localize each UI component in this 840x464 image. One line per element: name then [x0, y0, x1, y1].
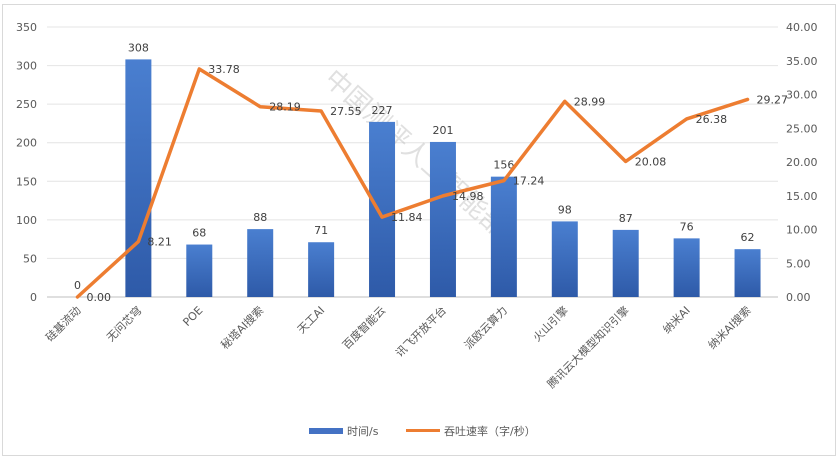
bar-data-label: 98 — [558, 203, 572, 216]
legend-bar-label: 时间/s — [347, 425, 379, 438]
legend-bar-swatch — [309, 428, 343, 434]
y-left-tick-label: 0 — [30, 291, 37, 304]
bar — [490, 176, 517, 297]
bar — [247, 229, 274, 297]
y-left-tick-label: 250 — [16, 98, 37, 111]
y-left-tick-label: 300 — [16, 60, 37, 73]
y-right-tick-label: 5.00 — [786, 257, 811, 270]
y-right-tick-label: 25.00 — [786, 122, 818, 135]
y-right-tick-label: 0.00 — [786, 291, 811, 304]
chart-frame: 中国测评人工智能部 0 308 68 88 71 227 201 156 98 87 76 62 0.… — [2, 4, 836, 456]
x-category-label: 讯飞开放平台 — [393, 303, 450, 360]
line-data-label: 0.00 — [86, 291, 111, 304]
line-series: 0.00 8.21 33.78 28.19 27.55 11.84 14.98 17.24 28… — [75, 63, 789, 304]
bar — [308, 242, 335, 297]
x-category-label: 火山引擎 — [530, 303, 571, 344]
x-category-label: 无问芯穹 — [103, 303, 144, 344]
line-data-label: 33.78 — [208, 63, 240, 76]
bar — [551, 221, 578, 297]
bar — [673, 238, 700, 297]
y-right-tick-label: 20.00 — [786, 156, 818, 169]
y-right-tick-label: 40.00 — [786, 21, 818, 34]
bar — [125, 59, 152, 298]
bar-data-label: 201 — [432, 124, 453, 137]
x-category-label: 百度智能云 — [339, 303, 388, 352]
bar — [369, 121, 396, 297]
y-axis-left: 0 50 100 150 200 250 300 350 — [16, 21, 37, 304]
bar — [612, 229, 639, 297]
x-category-label: POE — [180, 304, 205, 329]
y-left-tick-label: 350 — [16, 21, 37, 34]
bar-data-label: 62 — [741, 231, 755, 244]
bar — [734, 249, 761, 297]
line-data-label: 29.27 — [757, 93, 789, 106]
y-left-tick-label: 50 — [23, 252, 37, 265]
bar-data-label: 71 — [314, 224, 328, 237]
bar-series: 0 308 68 88 71 227 201 156 98 87 76 62 — [74, 41, 761, 298]
x-category-label: 天工AI — [295, 304, 327, 336]
line-path — [75, 67, 750, 299]
bar-data-label: 227 — [372, 104, 393, 117]
line-data-label: 26.38 — [696, 113, 728, 126]
bar-data-label: 68 — [192, 227, 206, 240]
line-data-label: 28.99 — [574, 95, 606, 108]
y-axis-right: 0.00 5.00 10.00 15.00 20.00 25.00 30.00 35.00 40… — [786, 21, 818, 304]
bar-data-label: 156 — [493, 159, 514, 172]
x-category-label: 硅基流动 — [43, 303, 84, 344]
bar — [186, 244, 213, 297]
line-data-label: 14.98 — [452, 190, 484, 203]
y-left-tick-label: 150 — [16, 175, 37, 188]
bar-data-label: 88 — [253, 211, 267, 224]
y-right-tick-label: 10.00 — [786, 224, 818, 237]
x-category-label: 纳米AI搜索 — [705, 303, 754, 352]
bar-data-label: 76 — [680, 220, 694, 233]
y-right-tick-label: 35.00 — [786, 55, 818, 68]
y-left-tick-label: 100 — [16, 214, 37, 227]
x-category-label: 派欧云算力 — [461, 303, 510, 352]
gridlines — [47, 26, 778, 298]
line-data-label: 27.55 — [330, 105, 362, 118]
legend-line-swatch — [406, 429, 440, 432]
x-category-label: 纳米AI — [660, 304, 692, 336]
bar-data-label: 0 — [74, 279, 81, 292]
legend-line-label: 吞吐速率（字/秒） — [444, 424, 536, 438]
line-data-label: 17.24 — [513, 175, 545, 188]
y-right-tick-label: 30.00 — [786, 89, 818, 102]
x-axis-categories: 硅基流动 无问芯穹 POE 秘塔AI搜索 天工AI 百度智能云 讯飞开放平台 派欧云算力 火山引… — [43, 303, 754, 391]
line-data-label: 28.19 — [269, 101, 301, 114]
bar-data-label: 308 — [128, 41, 149, 54]
line-data-label: 11.84 — [391, 211, 423, 224]
bar-data-label: 87 — [619, 212, 633, 225]
x-category-label: 秘塔AI搜索 — [218, 303, 267, 352]
legend: 时间/s 吞吐速率（字/秒） — [309, 424, 536, 438]
y-left-tick-label: 200 — [16, 137, 37, 150]
line-data-label: 8.21 — [147, 236, 172, 249]
bar — [429, 141, 456, 297]
y-right-tick-label: 15.00 — [786, 190, 818, 203]
line-data-label: 20.08 — [635, 155, 667, 168]
